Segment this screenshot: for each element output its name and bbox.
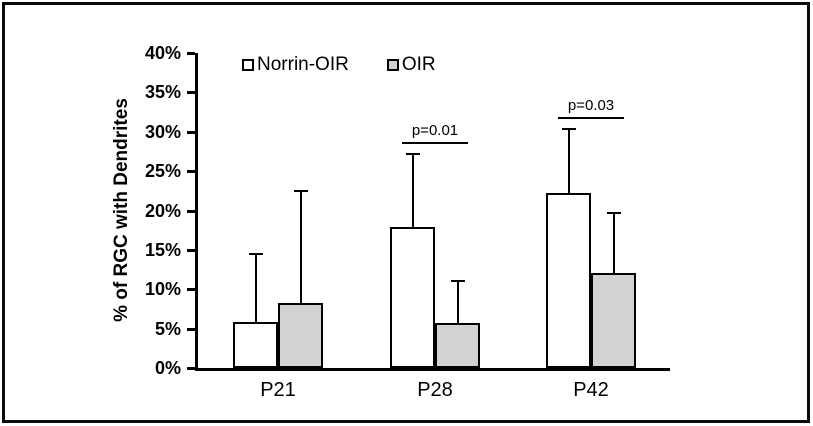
legend-item-norrin-oir: Norrin-OIR: [242, 54, 349, 76]
y-tick-mark-30%: [187, 130, 195, 134]
y-tick-mark-0%: [187, 367, 195, 370]
error-bar-cap-norrin-oir-p28: [405, 153, 420, 156]
plot-area: 0% 5% 10% 15% 20% 25% 30% 35% 40% p=0.01 p=0.03 P…: [145, 43, 670, 401]
x-tick-label-p21: P21: [260, 379, 296, 401]
bar-oir-p42: [591, 272, 636, 368]
y-tick-mark-20%: [187, 209, 195, 213]
y-tick-mark-10%: [187, 288, 195, 292]
legend: Norrin-OIR OIR: [242, 54, 436, 76]
error-bar-oir-p28: [456, 282, 459, 326]
bar-norrin-oir-p28: [390, 227, 435, 368]
bar-norrin-oir-p42: [546, 193, 591, 368]
x-tick-label-p42: P42: [573, 379, 609, 401]
y-tick-label-15%: 15%: [144, 239, 181, 260]
x-tick-label-p28: P28: [417, 379, 453, 401]
error-bar-cap-oir-p21: [293, 190, 308, 193]
y-tick-label-40%: 40%: [144, 43, 181, 63]
legend-label-norrin-oir: Norrin-OIR: [257, 54, 349, 75]
error-bar-cap-norrin-oir-p21: [248, 253, 263, 256]
error-bar-norrin-oir-p28: [411, 155, 414, 230]
bar-oir-p21: [278, 302, 323, 368]
error-bar-oir-p21: [299, 192, 302, 305]
x-axis-line: [195, 368, 670, 371]
bar-norrin-oir-p21: [233, 321, 278, 368]
y-tick-label-20%: 20%: [144, 200, 181, 221]
error-bar-oir-p42: [612, 214, 615, 275]
legend-label-oir: OIR: [401, 54, 436, 75]
error-bar-norrin-oir-p21: [254, 255, 257, 324]
y-tick-mark-40%: [187, 52, 195, 55]
y-tick-mark-5%: [187, 327, 195, 331]
y-tick-label-10%: 10%: [144, 279, 181, 300]
error-bar-cap-norrin-oir-p42: [561, 128, 576, 131]
error-bar-cap-oir-p28: [450, 280, 465, 283]
p-value-annotation-p28: p=0.01: [402, 122, 468, 145]
y-tick-mark-15%: [187, 248, 195, 252]
y-tick-mark-35%: [187, 91, 195, 95]
error-bar-cap-oir-p42: [606, 212, 621, 215]
y-tick-label-0%: 0%: [154, 358, 181, 378]
legend-item-oir: OIR: [386, 54, 436, 76]
error-bar-norrin-oir-p42: [567, 130, 570, 196]
y-tick-label-30%: 30%: [144, 121, 181, 142]
legend-swatch-norrin-oir: [242, 59, 254, 71]
p-value-annotation-p42: p=0.03: [558, 97, 624, 120]
y-tick-label-35%: 35%: [144, 82, 181, 103]
bar-oir-p28: [435, 323, 480, 368]
y-tick-label-5%: 5%: [154, 318, 181, 339]
y-tick-mark-25%: [187, 170, 195, 174]
y-tick-label-25%: 25%: [144, 161, 181, 182]
y-axis-line: [195, 53, 198, 371]
legend-swatch-oir: [386, 59, 399, 71]
